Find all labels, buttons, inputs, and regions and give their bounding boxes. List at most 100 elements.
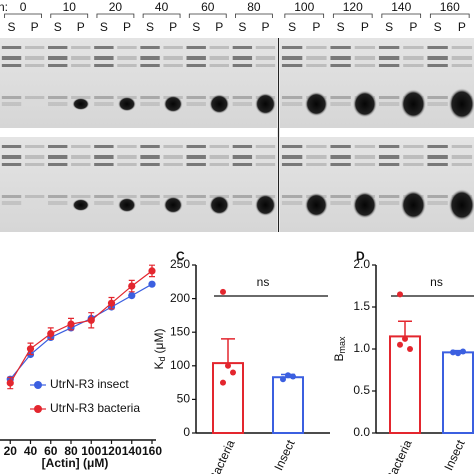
lane-label: P xyxy=(77,20,85,34)
data-point xyxy=(220,288,226,295)
y-axis-label-part: K xyxy=(152,361,166,369)
band xyxy=(427,102,448,106)
band xyxy=(427,201,448,205)
band xyxy=(255,64,276,67)
band xyxy=(186,201,206,205)
lane-label: S xyxy=(146,20,154,34)
concentration-label: 160 xyxy=(440,0,460,14)
band xyxy=(403,46,424,49)
lane-label: S xyxy=(238,20,246,34)
y-tick-label: 1.5 xyxy=(353,299,370,313)
x-tick-label: 100 xyxy=(81,444,101,458)
band xyxy=(163,46,183,49)
concentration-label: 60 xyxy=(201,0,215,14)
band xyxy=(255,145,276,148)
band xyxy=(403,64,424,67)
band xyxy=(209,145,229,148)
lane-label: P xyxy=(312,20,320,34)
data-point xyxy=(450,349,456,356)
band xyxy=(1,201,22,205)
band xyxy=(94,96,114,99)
band xyxy=(24,145,45,148)
y-axis-label: Bmax xyxy=(332,336,347,362)
band xyxy=(71,195,91,198)
band xyxy=(378,46,400,49)
band xyxy=(186,46,206,49)
lane-label: P xyxy=(261,20,269,34)
data-point xyxy=(280,376,286,383)
band xyxy=(330,145,351,148)
pellet-band xyxy=(209,94,230,114)
band xyxy=(140,96,160,99)
band xyxy=(306,46,327,49)
band xyxy=(140,195,160,198)
band xyxy=(186,155,206,159)
band xyxy=(186,145,206,148)
band xyxy=(378,201,400,205)
lane-label: P xyxy=(123,20,131,34)
band xyxy=(94,145,114,148)
band xyxy=(71,163,91,166)
band xyxy=(232,195,253,198)
band xyxy=(451,163,473,166)
band xyxy=(94,46,114,49)
band xyxy=(48,145,68,148)
band xyxy=(330,201,351,205)
pellet-band xyxy=(304,192,329,218)
concentration-label: 80 xyxy=(247,0,261,14)
band xyxy=(117,56,137,60)
y-tick-label: 1.0 xyxy=(353,341,370,355)
band xyxy=(354,64,376,67)
band xyxy=(48,96,68,99)
band xyxy=(330,46,351,49)
pellet-band xyxy=(117,96,137,112)
band xyxy=(24,96,45,99)
band xyxy=(48,64,68,67)
band xyxy=(209,64,229,67)
lane-label: S xyxy=(192,20,200,34)
data-point xyxy=(6,379,14,387)
band xyxy=(378,102,400,106)
band xyxy=(163,64,183,67)
band xyxy=(117,195,137,198)
band xyxy=(427,195,448,198)
y-axis-label-part: (μM) xyxy=(152,329,166,354)
concentration-label: 20 xyxy=(109,0,123,14)
y-tick-label: 2.0 xyxy=(353,257,370,271)
lane-label: S xyxy=(337,20,345,34)
pellet-band xyxy=(117,197,137,213)
lane-label: S xyxy=(288,20,296,34)
pellet-band xyxy=(254,92,277,116)
band xyxy=(140,56,160,60)
band xyxy=(71,64,91,67)
band xyxy=(378,64,400,67)
band xyxy=(1,163,22,166)
data-point xyxy=(455,350,461,357)
pellet-band xyxy=(352,90,378,118)
band xyxy=(354,155,376,159)
band xyxy=(281,195,303,198)
band xyxy=(281,163,303,166)
band xyxy=(140,163,160,166)
band xyxy=(24,56,45,60)
band xyxy=(94,155,114,159)
band xyxy=(378,155,400,159)
data-point xyxy=(220,379,226,386)
pellet-band xyxy=(209,195,230,215)
pellet-band xyxy=(400,190,427,220)
band xyxy=(163,145,183,148)
concentration-label: 40 xyxy=(155,0,169,14)
band xyxy=(117,163,137,166)
band xyxy=(451,145,473,148)
concentration-label: 0 xyxy=(20,0,27,14)
lane-label: S xyxy=(385,20,393,34)
significance-label: ns xyxy=(257,275,270,289)
band xyxy=(94,64,114,67)
band xyxy=(1,56,22,60)
data-point xyxy=(230,369,236,376)
band xyxy=(427,46,448,49)
pellet-band xyxy=(400,89,427,119)
pellet-band xyxy=(352,191,378,219)
band xyxy=(281,64,303,67)
